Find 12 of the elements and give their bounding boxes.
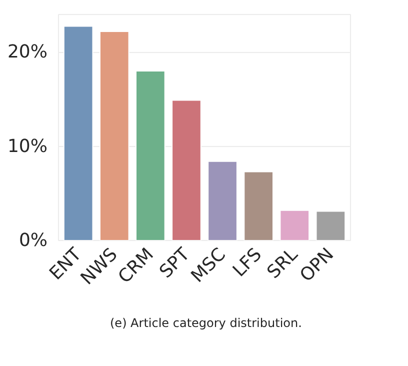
y-tick-label: 20%	[7, 42, 48, 63]
bar	[244, 171, 274, 240]
bar	[208, 160, 238, 240]
bar	[280, 210, 310, 240]
bar	[172, 100, 202, 240]
bar	[136, 70, 166, 240]
bar	[316, 210, 346, 240]
bar	[99, 30, 130, 240]
y-tick-label: 10%	[7, 136, 48, 157]
y-tick-label: 0%	[18, 230, 48, 251]
text: (e) Article category distribution.	[110, 315, 302, 332]
bar	[63, 26, 94, 240]
